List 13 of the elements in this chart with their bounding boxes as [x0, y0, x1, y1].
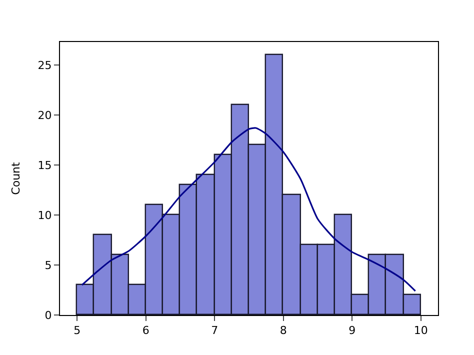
y-tick-label: 20: [38, 108, 52, 122]
y-tick-label: 5: [44, 258, 52, 272]
x-tick-label: 5: [74, 324, 81, 338]
x-tick-label: 6: [142, 324, 150, 338]
x-tick-label: 9: [348, 324, 356, 338]
y-axis-title: Count: [9, 161, 22, 195]
y-tick-label: 15: [38, 158, 52, 172]
y-tick-label: 25: [38, 58, 52, 72]
x-tick-label: 10: [414, 324, 428, 338]
x-tick-label: 7: [211, 324, 218, 338]
y-tick-label: 10: [38, 208, 52, 222]
y-tick-label: 0: [44, 308, 52, 322]
x-tick-label: 8: [280, 324, 287, 338]
